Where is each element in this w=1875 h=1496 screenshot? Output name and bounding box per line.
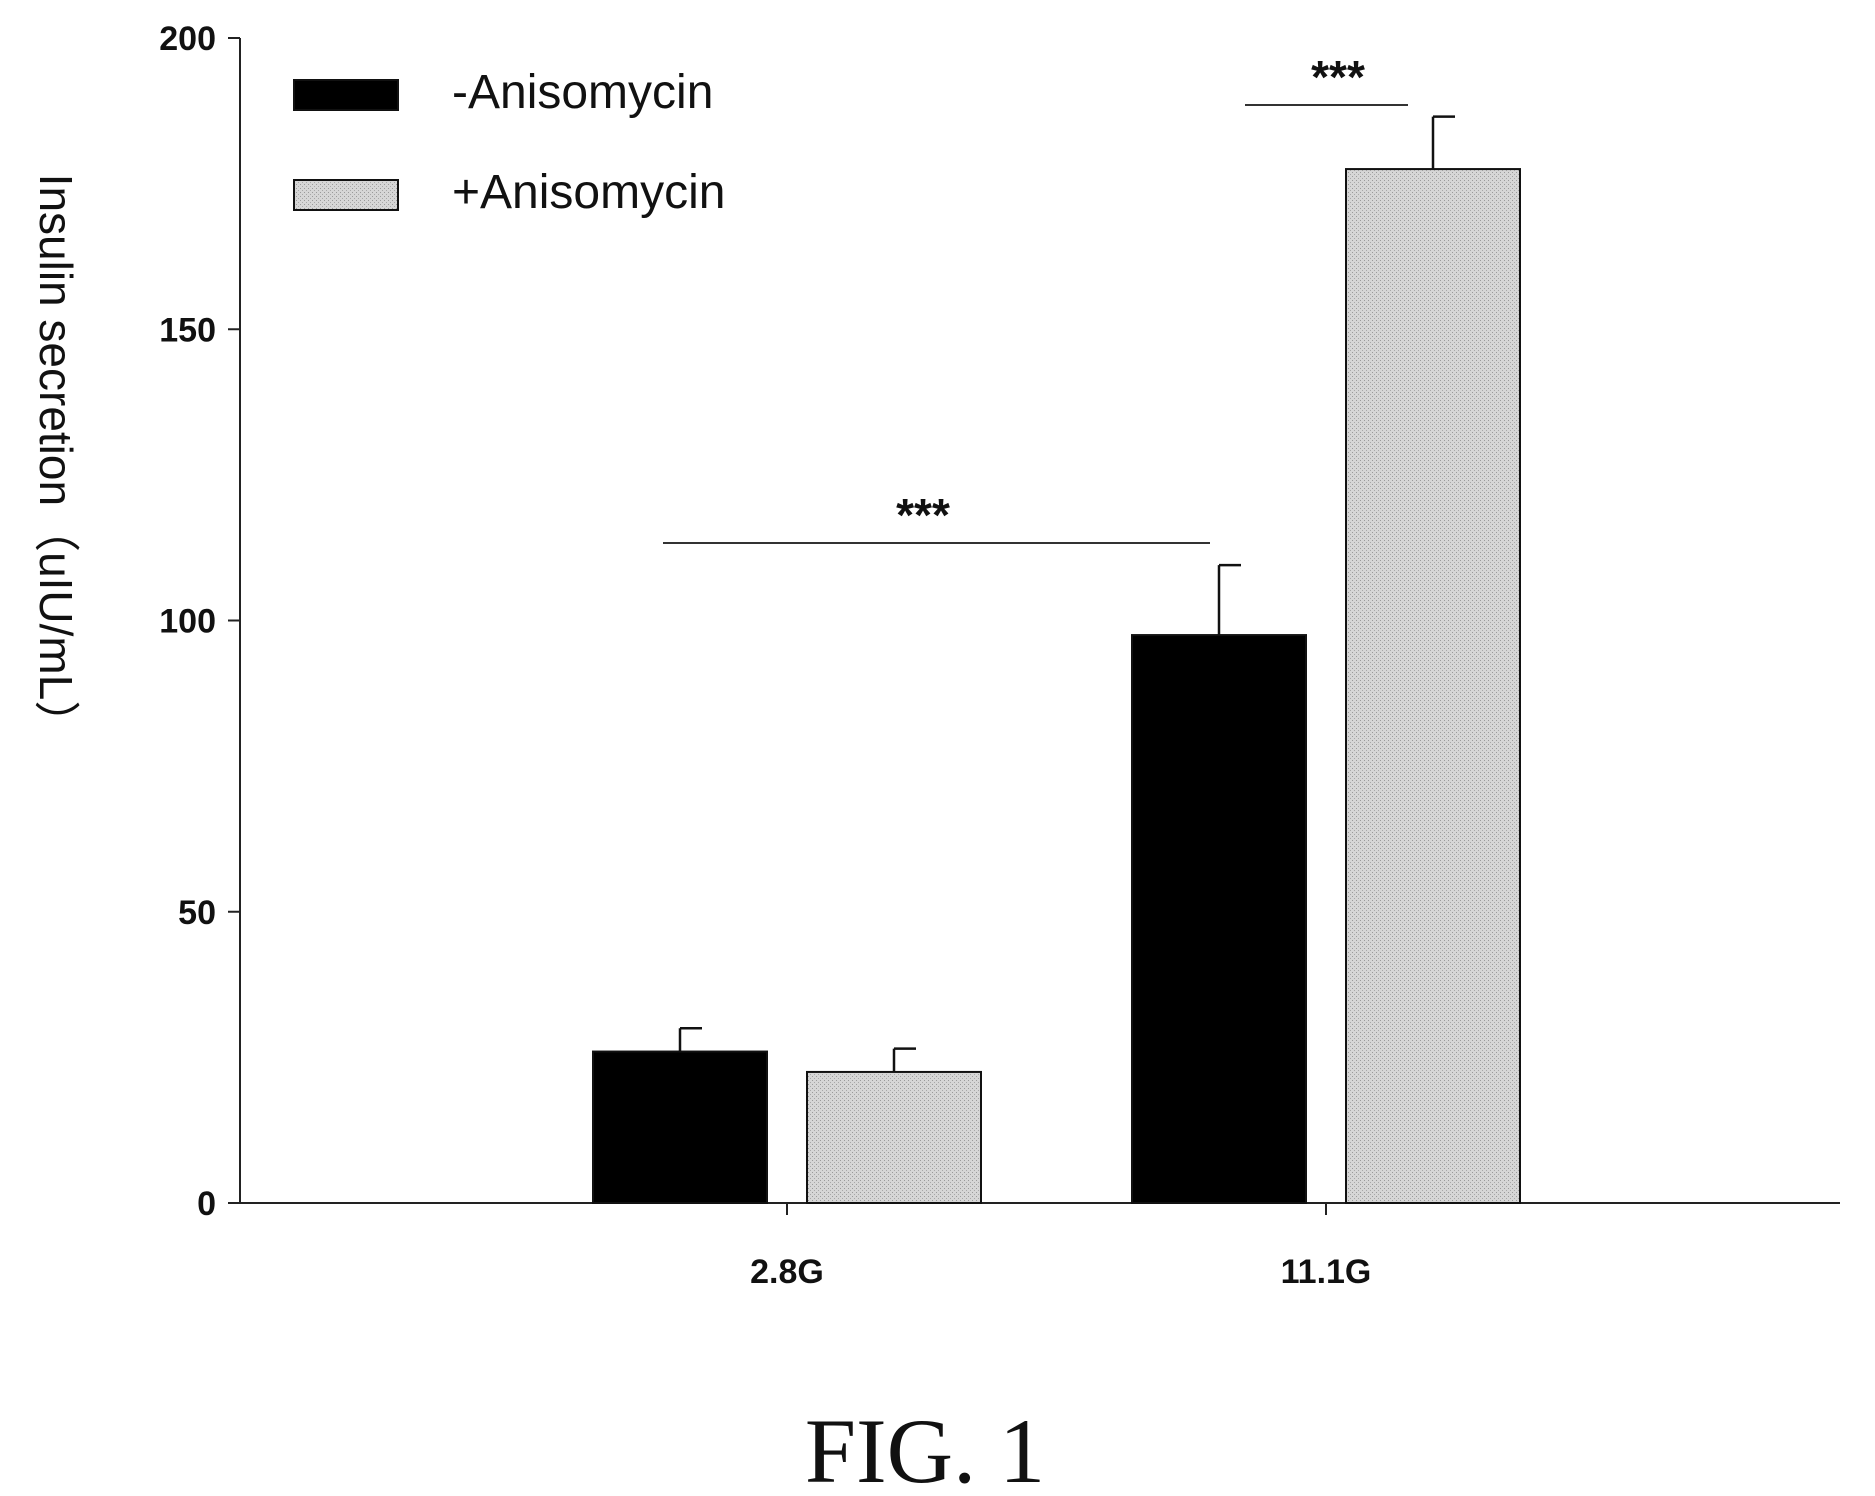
y-axis-label: Insulin secretion（uIU/mL） (30, 174, 82, 747)
y-ticks: 0 50 100 150 200 (159, 20, 240, 1223)
bar-anisomycin-11-1G (1345, 168, 1521, 1204)
legend-swatch (293, 79, 399, 111)
y-tick-label: 200 (159, 20, 216, 58)
bar-anisomycin-2-8G (592, 1050, 768, 1205)
bar-anisomycin-2-8G (806, 1070, 982, 1204)
legend-label: +Anisomycin (452, 166, 725, 219)
significance-label: *** (1311, 51, 1365, 103)
bar-anisomycin-11-1G (1131, 634, 1307, 1204)
legend-swatch (293, 179, 399, 211)
y-tick-label: 150 (159, 311, 216, 349)
legend-label: -Anisomycin (452, 66, 713, 119)
significance-markers: *** *** (663, 51, 1408, 544)
figure-caption: FIG. 1 (805, 1400, 1045, 1496)
legend: -Anisomycin +Anisomycin (293, 66, 725, 219)
y-tick-label: 0 (197, 1185, 216, 1223)
x-ticks: 2.8G 11.1G (750, 1203, 1371, 1291)
bars (592, 115, 1521, 1205)
x-tick-label: 11.1G (1281, 1253, 1372, 1291)
y-tick-label: 100 (159, 603, 216, 641)
y-tick-label: 50 (178, 894, 216, 932)
significance-label: *** (896, 489, 950, 541)
x-tick-label: 2.8G (750, 1253, 824, 1291)
